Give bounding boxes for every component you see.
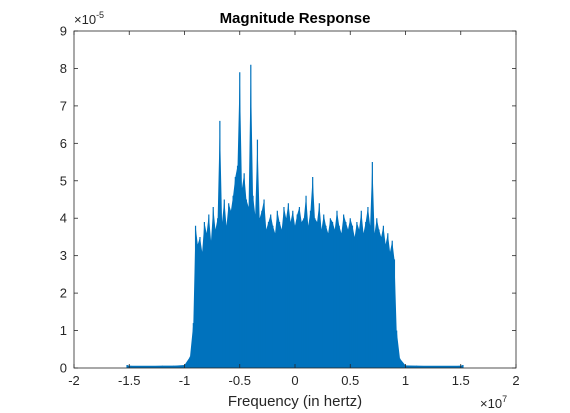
x-tick-label: -1	[179, 373, 191, 388]
x-tick-label: 2	[512, 373, 519, 388]
x-multiplier-base: ×10	[480, 396, 502, 411]
y-tick-label: 7	[60, 98, 67, 113]
y-tick-label: 6	[60, 136, 67, 151]
x-tick-label: -0.5	[229, 373, 251, 388]
x-tick-label: 0	[291, 373, 298, 388]
x-tick-label: 0.5	[341, 373, 359, 388]
x-tick-label: 1.5	[452, 373, 470, 388]
y-tick-label: 8	[60, 61, 67, 76]
y-multiplier-exp: -5	[96, 10, 104, 20]
y-tick-label: 3	[60, 248, 67, 263]
x-tick-label: 1	[402, 373, 409, 388]
y-multiplier-base: ×10	[74, 12, 96, 27]
x-tick-label: -1.5	[118, 373, 140, 388]
y-multiplier: ×10-5	[74, 10, 104, 27]
y-tick-label: 0	[60, 361, 67, 376]
y-tick-label: 9	[60, 24, 67, 39]
chart-title: Magnitude Response	[220, 10, 371, 27]
y-tick-label: 1	[60, 323, 67, 338]
y-tick-label: 4	[60, 211, 67, 226]
x-axis: -2 -1.5 -1 -0.5 0 0.5 1 1.5 2	[68, 31, 520, 388]
y-tick-label: 5	[60, 173, 67, 188]
x-tick-label: -2	[68, 373, 80, 388]
y-tick-label: 2	[60, 286, 67, 301]
y-axis: 0 1 2 3 4 5 6 7 8 9	[60, 24, 516, 376]
x-multiplier-exp: 7	[502, 394, 507, 404]
x-multiplier: ×107	[480, 394, 507, 411]
bar-series	[126, 64, 464, 368]
x-axis-label: Frequency (in hertz)	[228, 393, 362, 410]
